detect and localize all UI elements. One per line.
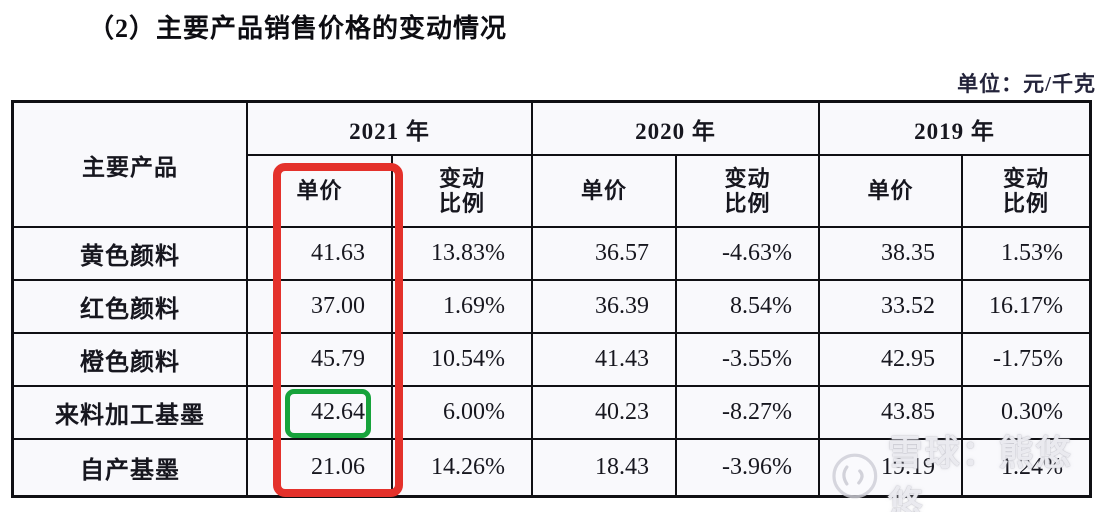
table-row-product: 自产基墨	[14, 440, 248, 495]
table-cell: -1.75%	[963, 334, 1089, 387]
table-cell: 16.17%	[963, 281, 1089, 334]
page-title: （2）主要产品销售价格的变动情况	[88, 14, 508, 43]
header-2020-change: 变动 比例	[677, 156, 820, 228]
table-cell: 38.35	[820, 228, 963, 281]
table-cell: 10.54%	[393, 334, 533, 387]
table-row-product: 黄色颜料	[14, 228, 248, 281]
table-cell: 40.23	[533, 387, 677, 440]
table-cell: 19.19	[820, 440, 963, 495]
header-main-products: 主要产品	[14, 103, 248, 228]
table-cell: 0.30%	[963, 387, 1089, 440]
table-cell: 1.24%	[963, 440, 1089, 495]
table-cell: 41.63	[248, 228, 393, 281]
header-year-2020: 2020 年	[533, 103, 820, 156]
header-2021-price: 单价	[248, 156, 393, 228]
unit-label: 单位：元/千克	[957, 72, 1096, 96]
table-cell: 45.79	[248, 334, 393, 387]
table-cell: 37.00	[248, 281, 393, 334]
price-change-table: 主要产品 2021 年 2020 年 2019 年 单价 变动 比例 单价 变动…	[11, 100, 1092, 498]
table-row-product: 来料加工基墨	[14, 387, 248, 440]
header-year-2021: 2021 年	[248, 103, 533, 156]
table-cell: 42.95	[820, 334, 963, 387]
table-cell: 36.39	[533, 281, 677, 334]
highlighted-value-cell: 42.64	[248, 387, 393, 440]
table-cell: 13.83%	[393, 228, 533, 281]
table-cell: -3.55%	[677, 334, 820, 387]
table-cell: -4.63%	[677, 228, 820, 281]
table-cell: -3.96%	[677, 440, 820, 495]
table-cell: 8.54%	[677, 281, 820, 334]
table-cell: 14.26%	[393, 440, 533, 495]
table-row-product: 橙色颜料	[14, 334, 248, 387]
header-2020-price: 单价	[533, 156, 677, 228]
table-cell: 18.43	[533, 440, 677, 495]
table-row-product: 红色颜料	[14, 281, 248, 334]
table-cell: 1.53%	[963, 228, 1089, 281]
header-2019-change: 变动 比例	[963, 156, 1089, 228]
table-cell: 36.57	[533, 228, 677, 281]
table-cell: -8.27%	[677, 387, 820, 440]
table-cell: 21.06	[248, 440, 393, 495]
table-cell: 1.69%	[393, 281, 533, 334]
table-cell: 6.00%	[393, 387, 533, 440]
header-year-2019: 2019 年	[820, 103, 1089, 156]
table-cell: 33.52	[820, 281, 963, 334]
header-2021-change: 变动 比例	[393, 156, 533, 228]
table-cell: 41.43	[533, 334, 677, 387]
header-2019-price: 单价	[820, 156, 963, 228]
table-cell: 43.85	[820, 387, 963, 440]
